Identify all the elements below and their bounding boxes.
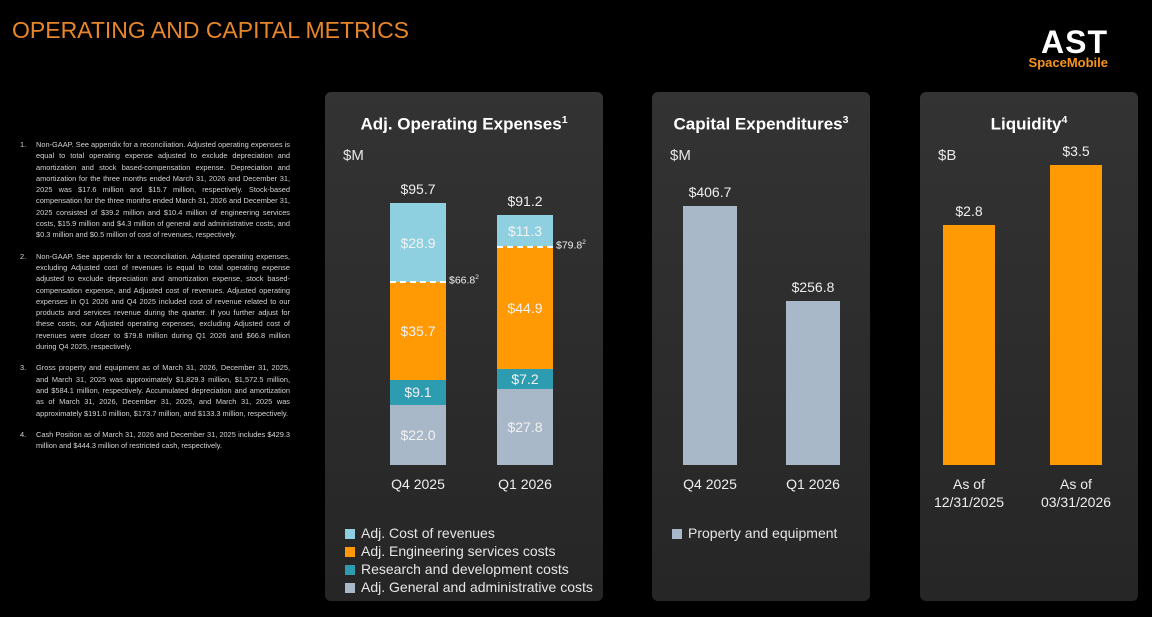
footnote: 1. Non-GAAP. See appendix for a reconcili… [20,139,290,241]
bar [497,246,553,370]
bar-value-label: $2.8 [955,203,983,219]
legend-label: Adj. General and administrative costs [361,579,593,595]
bar [683,206,737,465]
chart-title-text: Capital Expenditures [673,114,843,134]
footnote-text: Non-GAAP. See appendix for a reconciliat… [36,140,290,240]
reference-line [390,281,446,284]
chart-panel [325,92,603,601]
chart-title-text: Liquidity [990,114,1062,134]
x-tick-label: Q4 2025 [683,476,737,492]
legend-label: Adj. Cost of revenues [361,525,495,541]
chart-title-note: 1 [561,114,568,126]
unit-label: $M [670,147,691,164]
bar-value-label: $27.8 [507,418,543,435]
bar [1050,165,1102,465]
bar [497,215,553,247]
legend-item: Adj. Engineering services costs [345,542,556,560]
x-tick-label: Q1 2026 [498,476,552,492]
bar-value-label: $9.1 [404,384,432,401]
unit-label: $M [343,147,364,164]
bar-value-label: $3.5 [1062,143,1090,159]
x-tick-label: Q1 2026 [786,476,840,492]
legend-swatch [345,547,355,557]
x-tick-label: As of 03/31/2026 [1040,476,1112,510]
footnote: 3. Gross property and equipment as of Mar… [20,362,290,418]
chart-title-note: 3 [842,114,849,126]
footnote-number: 2. [20,251,27,261]
reference-value: $66.8 [449,274,476,287]
bar-value-label: $22.0 [400,426,436,443]
chart-title-text: Adj. Operating Expenses [360,114,562,134]
legend-label: Adj. Engineering services costs [361,543,556,559]
reference-line [497,245,553,248]
bar-value-label: $28.9 [400,234,436,251]
reference-value: $79.8 [556,239,583,252]
footnote-text: Gross property and equipment as of March… [36,363,290,418]
footnote-number: 4. [20,429,27,439]
bar [390,203,446,283]
footnote: 4. Cash Position as of March 31, 2026 and… [20,429,290,452]
reference-label: $66.82 [449,274,479,287]
bar-value-label: $7.2 [511,371,539,388]
legend-swatch [345,529,355,539]
reference-note: 2 [475,274,479,282]
logo-name: AST [1041,24,1108,60]
legend-item: Property and equipment [672,524,837,542]
bar [497,388,553,465]
bar [497,369,553,389]
footnote: 2. Non-GAAP. See appendix for a reconcili… [20,251,290,353]
bar-value-label: $406.7 [688,184,732,200]
legend-item: Adj. Cost of revenues [345,524,495,542]
footnote-number: 3. [20,363,27,373]
bar-value-label: $256.8 [791,279,835,296]
legend-swatch [345,583,355,593]
chart-title-note: 4 [1061,114,1068,126]
chart-title: Liquidity4 [920,114,1138,135]
bar-value-label: $35.7 [400,322,436,339]
reference-label: $79.82 [556,239,586,252]
legend-item: Research and development costs [345,560,569,578]
chart-title: Adj. Operating Expenses1 [325,114,603,135]
bar [786,301,840,465]
slide-title: OPERATING AND CAPITAL METRICS [12,17,410,43]
x-tick-label: As of 12/31/2025 [933,476,1005,510]
bar [943,225,995,465]
legend-swatch [345,565,355,575]
legend-label: Property and equipment [688,525,838,541]
bar-value-label: $11.3 [508,222,542,239]
logo-subtitle: SpaceMobile [1028,55,1108,70]
footnote-number: 1. [20,140,27,149]
x-tick-label: Q4 2025 [391,476,445,492]
footnotes: 1. Non-GAAP. See appendix for a reconcili… [20,139,290,461]
bar [390,282,446,380]
footnote-text: Non-GAAP. See appendix for a reconciliat… [36,251,290,352]
chart-title: Capital Expenditures3 [652,114,870,135]
reference-note: 2 [582,238,586,246]
legend-swatch [672,529,682,539]
footnote-text: Cash Position as of March 31, 2026 and D… [36,429,290,451]
bar [390,404,446,465]
legend-item: Adj. General and administrative costs [345,578,593,596]
bar-value-label: $44.9 [507,299,543,316]
legend-label: Research and development costs [361,561,569,577]
total-label: $91.2 [507,193,543,210]
unit-label: $B [938,147,957,164]
bar [390,379,446,405]
total-label: $95.7 [400,181,436,197]
